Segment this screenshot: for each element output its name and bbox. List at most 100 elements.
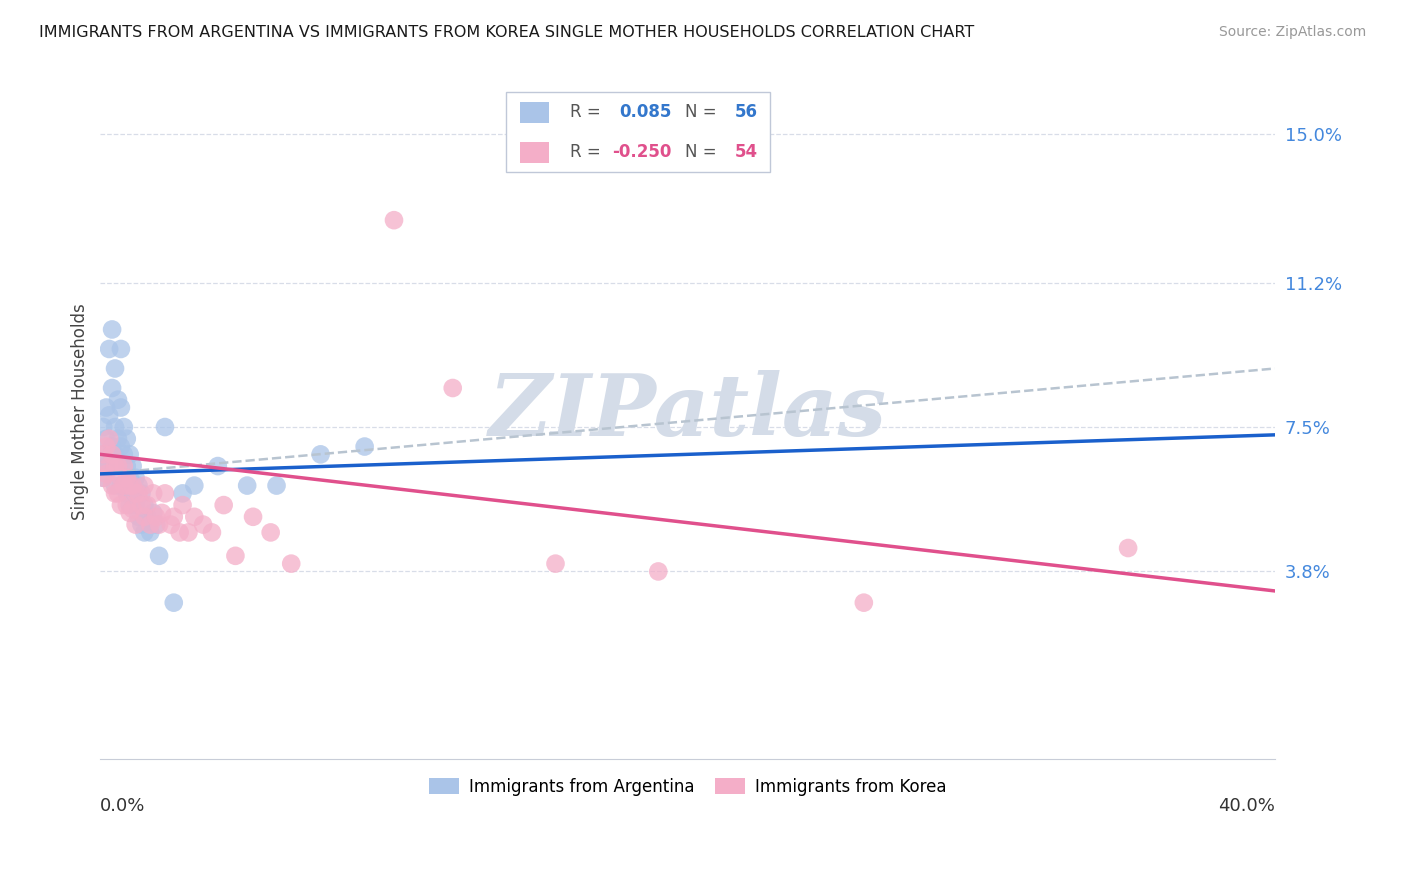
Point bbox=[107, 458, 129, 473]
Point bbox=[153, 420, 176, 434]
Text: Source: ZipAtlas.com: Source: ZipAtlas.com bbox=[1219, 25, 1367, 39]
Text: 56: 56 bbox=[734, 103, 758, 121]
Point bbox=[266, 478, 288, 492]
Legend: Immigrants from Argentina, Immigrants from Korea: Immigrants from Argentina, Immigrants fr… bbox=[422, 772, 953, 803]
Point bbox=[134, 478, 156, 492]
Point bbox=[136, 498, 159, 512]
Point bbox=[107, 432, 129, 446]
Text: 54: 54 bbox=[734, 143, 758, 161]
Point bbox=[110, 342, 132, 356]
Point bbox=[118, 498, 141, 512]
Point bbox=[172, 498, 194, 512]
Point bbox=[104, 361, 127, 376]
Point bbox=[280, 557, 302, 571]
Point bbox=[647, 565, 669, 579]
Point bbox=[98, 342, 121, 356]
Point bbox=[224, 549, 246, 563]
Point bbox=[107, 458, 129, 473]
Point bbox=[107, 486, 129, 500]
Point bbox=[139, 517, 162, 532]
Point bbox=[134, 509, 156, 524]
Point bbox=[110, 440, 132, 454]
Point bbox=[98, 432, 121, 446]
Point bbox=[134, 498, 156, 512]
Point bbox=[163, 596, 186, 610]
Point bbox=[110, 478, 132, 492]
Point bbox=[101, 381, 124, 395]
Point bbox=[121, 486, 143, 500]
Point bbox=[110, 498, 132, 512]
Point bbox=[142, 506, 165, 520]
Point bbox=[124, 486, 146, 500]
Point bbox=[91, 447, 114, 461]
Point bbox=[124, 498, 146, 512]
Point bbox=[183, 509, 205, 524]
Point bbox=[96, 440, 118, 454]
Point bbox=[101, 440, 124, 454]
Text: R =: R = bbox=[571, 143, 606, 161]
Point bbox=[150, 506, 173, 520]
Text: 40.0%: 40.0% bbox=[1218, 797, 1275, 815]
Point bbox=[169, 525, 191, 540]
Point bbox=[353, 440, 375, 454]
Point bbox=[98, 409, 121, 423]
Point bbox=[121, 458, 143, 473]
Point bbox=[121, 478, 143, 492]
Text: -0.250: -0.250 bbox=[613, 143, 672, 161]
Text: R =: R = bbox=[571, 103, 606, 121]
Point bbox=[207, 458, 229, 473]
Point bbox=[104, 478, 127, 492]
Point bbox=[98, 458, 121, 473]
Point bbox=[96, 458, 118, 473]
Point bbox=[98, 458, 121, 473]
Point bbox=[118, 478, 141, 492]
Point bbox=[139, 525, 162, 540]
Text: IMMIGRANTS FROM ARGENTINA VS IMMIGRANTS FROM KOREA SINGLE MOTHER HOUSEHOLDS CORR: IMMIGRANTS FROM ARGENTINA VS IMMIGRANTS … bbox=[39, 25, 974, 40]
Point bbox=[96, 401, 118, 415]
Point bbox=[148, 517, 170, 532]
Point bbox=[115, 498, 138, 512]
Point bbox=[118, 447, 141, 461]
Point bbox=[107, 392, 129, 407]
Point bbox=[128, 478, 150, 492]
Point bbox=[852, 596, 875, 610]
Point bbox=[131, 517, 153, 532]
Point bbox=[201, 525, 224, 540]
Point bbox=[115, 486, 138, 500]
Point bbox=[115, 432, 138, 446]
Point bbox=[172, 486, 194, 500]
FancyBboxPatch shape bbox=[520, 102, 550, 122]
Point bbox=[96, 467, 118, 481]
Point bbox=[110, 401, 132, 415]
Point bbox=[382, 213, 405, 227]
Point bbox=[124, 471, 146, 485]
Y-axis label: Single Mother Households: Single Mother Households bbox=[72, 303, 89, 520]
Point bbox=[128, 509, 150, 524]
Text: 0.085: 0.085 bbox=[620, 103, 672, 121]
Point bbox=[177, 525, 200, 540]
Point bbox=[112, 478, 135, 492]
Point bbox=[115, 458, 138, 473]
Point bbox=[112, 420, 135, 434]
Text: N =: N = bbox=[685, 143, 723, 161]
Point bbox=[104, 420, 127, 434]
Point bbox=[163, 509, 186, 524]
Point bbox=[96, 432, 118, 446]
Point bbox=[212, 498, 235, 512]
FancyBboxPatch shape bbox=[506, 92, 770, 172]
Point bbox=[104, 486, 127, 500]
Point bbox=[159, 517, 181, 532]
Point bbox=[145, 509, 167, 524]
Point bbox=[544, 557, 567, 571]
Point bbox=[236, 478, 259, 492]
Point bbox=[191, 517, 214, 532]
Text: N =: N = bbox=[685, 103, 723, 121]
Point bbox=[131, 498, 153, 512]
Point bbox=[134, 525, 156, 540]
Text: ZIPatlas: ZIPatlas bbox=[488, 369, 887, 453]
Point bbox=[101, 478, 124, 492]
Text: 0.0%: 0.0% bbox=[100, 797, 146, 815]
Point bbox=[101, 447, 124, 461]
Point bbox=[124, 517, 146, 532]
Point bbox=[121, 502, 143, 516]
